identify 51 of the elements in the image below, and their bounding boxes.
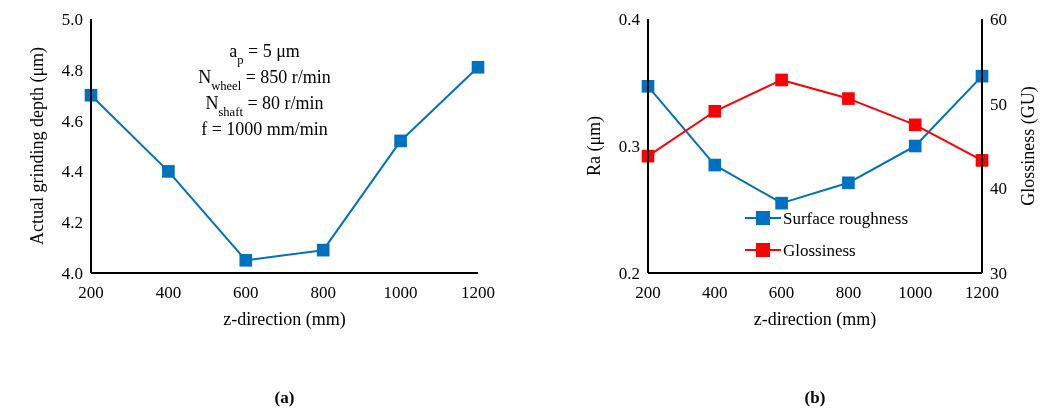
annotation: N$_{shaft}$ = 80 r/min [205, 93, 324, 119]
point [708, 104, 722, 118]
y-tick-label: 5.0 [61, 10, 83, 29]
y-tick-label: 0.3 [618, 137, 640, 156]
point [775, 73, 788, 87]
x-tick-label: 800 [310, 283, 336, 302]
annotation: a$_{p}$ = 5 μm [229, 41, 300, 67]
y2-tick-label: 50 [990, 94, 1007, 114]
annotation: f = 1000 mm/min [201, 119, 328, 139]
point [394, 134, 407, 148]
annotation: N$_{wheel}$ = 850 r/min [198, 67, 331, 93]
x-tick-label: 400 [155, 283, 182, 302]
y2-axis-title: Glossiness (GU) [1018, 86, 1039, 206]
point [162, 165, 175, 178]
y2-tick-label: 40 [990, 179, 1007, 199]
x-tick-label: 600 [233, 283, 259, 302]
x-tick-label: 200 [78, 283, 104, 302]
point [708, 158, 722, 172]
x-tick-label: 600 [768, 283, 795, 302]
y2-tick-label: 60 [990, 10, 1007, 29]
x-axis-title: z-direction (mm) [753, 309, 877, 330]
point [842, 92, 855, 105]
point [471, 60, 485, 74]
y2-tick-label: 30 [990, 264, 1007, 283]
point [908, 118, 922, 132]
point [775, 196, 788, 210]
text: (a) [274, 388, 295, 407]
x-tick-label: 400 [702, 283, 728, 302]
y-axis-title: Actual grinding depth (μm) [27, 46, 48, 246]
legend-label: Surface roughness [783, 209, 909, 228]
point [239, 253, 253, 267]
y-tick-label: 4.8 [61, 60, 83, 80]
x-tick-label: 1200 [461, 283, 495, 302]
x-tick-label: 1200 [965, 283, 999, 302]
y-tick-label: 4.4 [61, 162, 84, 182]
x-tick-label: 1000 [383, 283, 418, 302]
y-tick-label: 4.6 [61, 111, 83, 131]
text: (b) [804, 388, 826, 407]
x-tick-label: 800 [835, 283, 862, 302]
point [316, 243, 330, 257]
point [842, 176, 855, 190]
y-tick-label: 4.2 [61, 213, 83, 233]
x-axis-title: z-direction (mm) [223, 309, 346, 330]
y-axis-title: Ra (μm) [584, 115, 605, 177]
y-tick-label: 0.4 [618, 10, 641, 29]
legend-label: Glossiness [783, 241, 856, 260]
y-tick-label: 4.0 [61, 264, 83, 283]
y-tick-label: 0.2 [618, 264, 640, 283]
point [908, 139, 922, 153]
x-tick-label: 1000 [898, 283, 933, 302]
x-tick-label: 200 [635, 283, 661, 302]
